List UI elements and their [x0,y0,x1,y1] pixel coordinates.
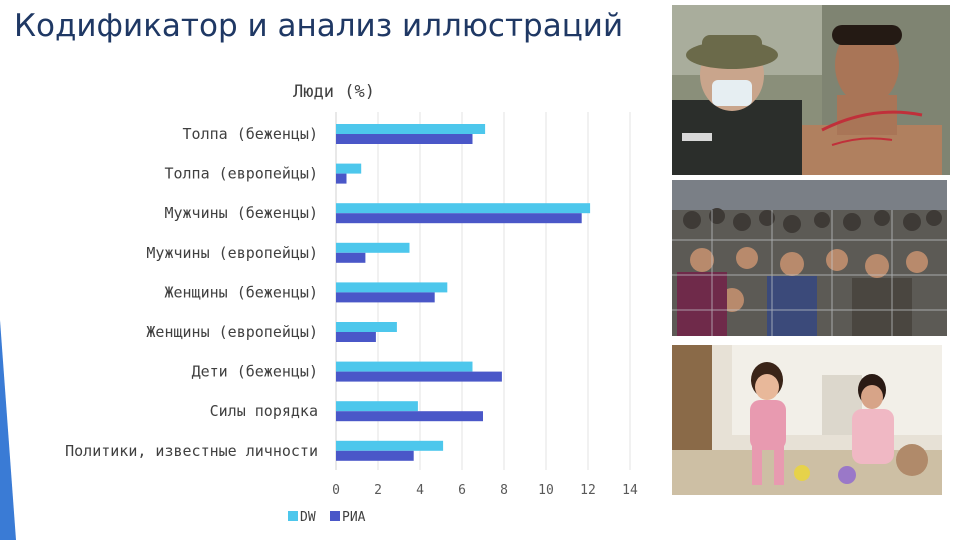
photo-refugee-crowd-at-fence [672,180,947,336]
x-tick-label: 6 [458,483,466,498]
bar-ria [336,173,347,184]
bar-ria [336,332,376,342]
x-tick-label: 2 [374,483,382,498]
x-tick-label: 14 [622,483,638,498]
bar-ria [336,252,366,263]
category-label: Политики, известные личности [65,442,318,460]
x-tick-label: 8 [500,483,508,498]
bar-dw [336,401,418,412]
category-label: Женщины (беженцы) [164,283,318,301]
bar-ria [336,213,582,224]
category-label: Мужчины (беженцы) [164,204,318,222]
category-label: Дети (беженцы) [192,363,318,381]
bar-dw [336,361,473,372]
x-tick-label: 4 [416,483,424,498]
bar-ria [336,411,483,422]
bar-chart: Люди (%) 0 2 4 6 8 10 12 14 Толпа (беженцы) Толпа … [65,82,638,525]
x-tick-label: 0 [332,483,340,498]
photo-child-and-woman-indoors [672,345,942,495]
bar-dw [336,440,444,451]
bar-ria [336,371,502,382]
category-label: Женщины (европейцы) [146,323,318,341]
slide-title: Кодификатор и анализ иллюстраций [14,8,624,44]
x-tick-label: 12 [580,483,596,498]
bar-dw [336,163,362,174]
bar-dw [336,242,410,253]
category-label: Толпа (европейцы) [164,165,318,183]
bar-ria [336,134,473,144]
legend-swatch [330,511,340,521]
category-label: Мужчины (европейцы) [146,244,318,262]
corner-accent [0,320,16,540]
bar-ria [336,292,435,303]
chart-title: Люди (%) [293,82,375,102]
bar-dw [336,282,448,293]
photo-police-and-protester [672,5,950,175]
bar-ria [336,450,414,461]
category-label: Толпа (беженцы) [183,125,318,143]
legend-swatch [288,511,298,521]
category-label: Силы порядка [210,402,318,420]
legend-label: DW [300,510,316,525]
bar-dw [336,203,591,214]
bar-dw [336,322,397,332]
legend-label: РИА [342,510,366,525]
x-tick-label: 10 [538,483,554,498]
bar-dw [336,124,486,134]
